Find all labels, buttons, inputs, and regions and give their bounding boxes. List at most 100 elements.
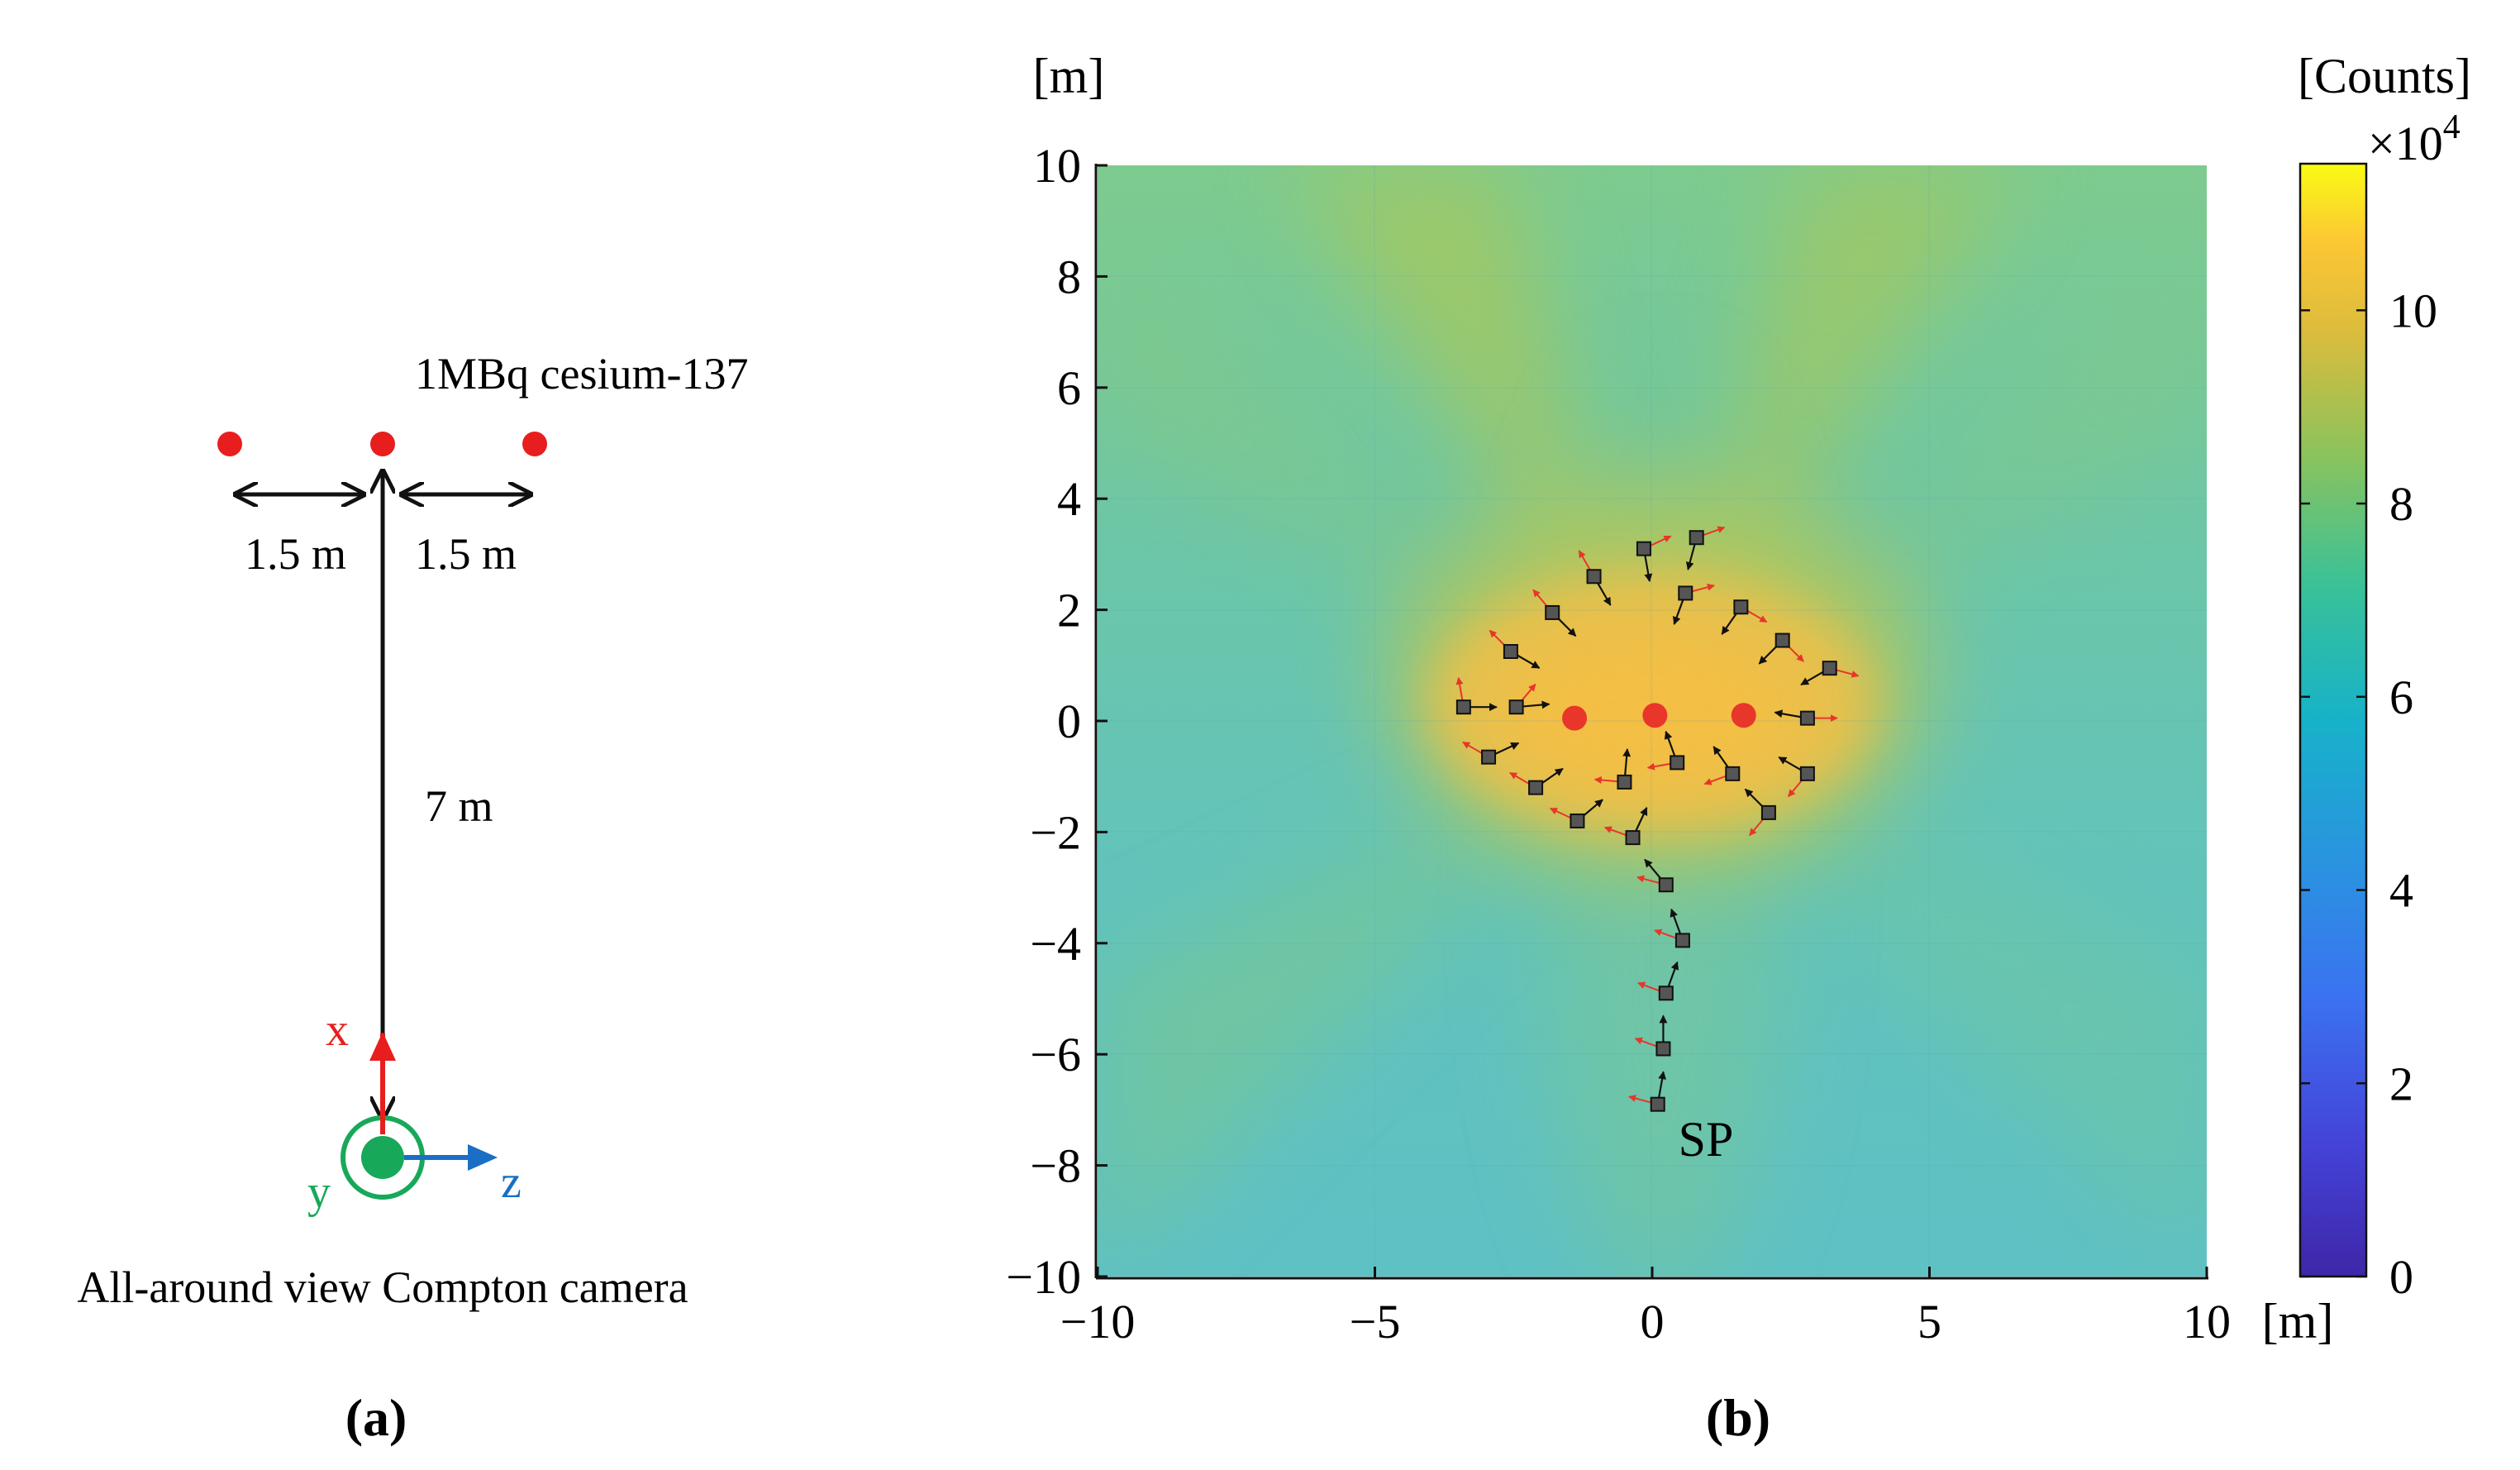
measurement-point [1646, 730, 1685, 771]
y-tick-label: 2 [1057, 584, 1081, 637]
camera-marker [1625, 830, 1641, 846]
measurement-point [1593, 748, 1632, 790]
measurement-point [1636, 535, 1672, 583]
source-label: 1MBq cesium-137 [415, 349, 748, 399]
measurement-point [1703, 746, 1741, 785]
measurement-point [1628, 1071, 1666, 1112]
colorbar-scale-exp: 4 [2443, 108, 2460, 146]
colorbar-title: [Counts] [2298, 49, 2471, 103]
camera-marker [1503, 644, 1518, 659]
colorbar-tick-label: 10 [2389, 284, 2437, 337]
measurement-point [1509, 767, 1564, 795]
measurement-point [1637, 961, 1679, 1001]
camera-marker [1822, 661, 1837, 676]
camera-marker [1689, 530, 1704, 546]
x-tick-label: −5 [1350, 1295, 1401, 1348]
colorbar-ticks: 0 2 4 6 8 10 [2300, 284, 2437, 1304]
y-tick-label: 6 [1057, 361, 1081, 415]
colorbar-scale-base: ×10 [2368, 117, 2443, 170]
z-axis-head [468, 1144, 498, 1171]
camera-marker [1678, 585, 1693, 601]
x-axis-head [369, 1032, 396, 1061]
source-dot [1642, 703, 1668, 728]
x-tick-label: −10 [1060, 1295, 1136, 1348]
camera-marker [1655, 1041, 1671, 1057]
measurement-point [1758, 632, 1804, 665]
camera-marker [1674, 933, 1690, 948]
measurement-point [1634, 1014, 1671, 1057]
measurement-point [1800, 661, 1860, 686]
camera-marker [1658, 877, 1674, 893]
camera-marker [1799, 766, 1815, 781]
camera-marker [1636, 541, 1651, 556]
camera-marker [1799, 710, 1815, 726]
measurement-point [1672, 583, 1715, 625]
camera-marker [1733, 599, 1749, 615]
measurement-point [1578, 550, 1612, 606]
measurement-point [1636, 858, 1674, 893]
measurement-point [1508, 683, 1551, 715]
y-tick-label: 0 [1057, 694, 1081, 748]
measurement-point [1721, 599, 1768, 635]
measurement-points [1455, 526, 1860, 1112]
measurement-point [1455, 676, 1498, 715]
z-axis-label: z [501, 1157, 522, 1208]
camera-marker [1670, 755, 1685, 771]
source-right-dot [522, 432, 547, 456]
sp-label: SP [1679, 1112, 1734, 1167]
colorbar-tick-label: 4 [2389, 864, 2413, 918]
camera-marker [1774, 632, 1790, 648]
camera-marker [1455, 699, 1471, 715]
x-tick-label: 0 [1641, 1295, 1665, 1348]
panel-a-schematic: 1MBq cesium-137 1.5 m 1.5 m 7 m x z y Al… [77, 349, 748, 1447]
camera-marker [1617, 774, 1632, 790]
camera-marker [1481, 749, 1497, 765]
caption-a: (a) [345, 1388, 407, 1447]
measurement-point [1462, 741, 1520, 765]
colorbar [2298, 162, 2368, 1278]
source-center-dot [370, 432, 395, 456]
y-tick-label: −4 [1030, 917, 1081, 971]
sources-layer [1562, 703, 1756, 731]
x-ticks: −10 −5 0 5 10 [1060, 1267, 2231, 1348]
camera-marker [1545, 604, 1560, 620]
measurement-point [1654, 908, 1690, 948]
source-dot [1562, 705, 1588, 731]
dist-right-label: 1.5 m [415, 529, 517, 579]
camera-marker [1650, 1096, 1665, 1112]
y-unit-label: [m] [1033, 49, 1105, 103]
x-tick-label: 10 [2183, 1295, 2231, 1348]
measurement-point [1778, 756, 1815, 798]
measurement-point [1549, 799, 1603, 828]
colorbar-tick-label: 0 [2389, 1250, 2413, 1304]
colorbar-tick-label: 8 [2389, 477, 2413, 531]
camera-marker [1760, 804, 1776, 820]
y-tick-label: 4 [1057, 472, 1081, 526]
camera-marker [1658, 986, 1674, 1001]
measurement-point [1489, 629, 1541, 669]
y-tick-label: −10 [1006, 1250, 1081, 1304]
dist-main-label: 7 m [425, 781, 493, 831]
camera-marker [1528, 780, 1544, 795]
measurement-point [1685, 526, 1726, 570]
source-left-dot [217, 432, 242, 456]
camera-label: All-around view Compton camera [77, 1262, 688, 1312]
y-tick-label: −8 [1030, 1139, 1081, 1193]
caption-b: (b) [1706, 1388, 1770, 1447]
y-tick-label: −6 [1030, 1028, 1081, 1081]
colorbar-tick-label: 6 [2389, 671, 2413, 724]
panel-b-heatmap: [m] [1006, 49, 2471, 1447]
x-unit-label: [m] [2262, 1294, 2334, 1348]
x-axis-label: x [326, 1005, 349, 1056]
measurement-point [1774, 709, 1838, 726]
measurement-point [1744, 788, 1776, 837]
colorbar-tick-label: 2 [2389, 1057, 2413, 1110]
camera-marker [1586, 569, 1602, 585]
camera-marker [1725, 766, 1741, 781]
camera-marker [1508, 699, 1524, 715]
colorbar-scale: ×104 [2368, 108, 2460, 170]
y-tick-label: −2 [1030, 805, 1081, 859]
dist-left-label: 1.5 m [245, 529, 346, 579]
y-tick-label: 8 [1057, 250, 1081, 303]
